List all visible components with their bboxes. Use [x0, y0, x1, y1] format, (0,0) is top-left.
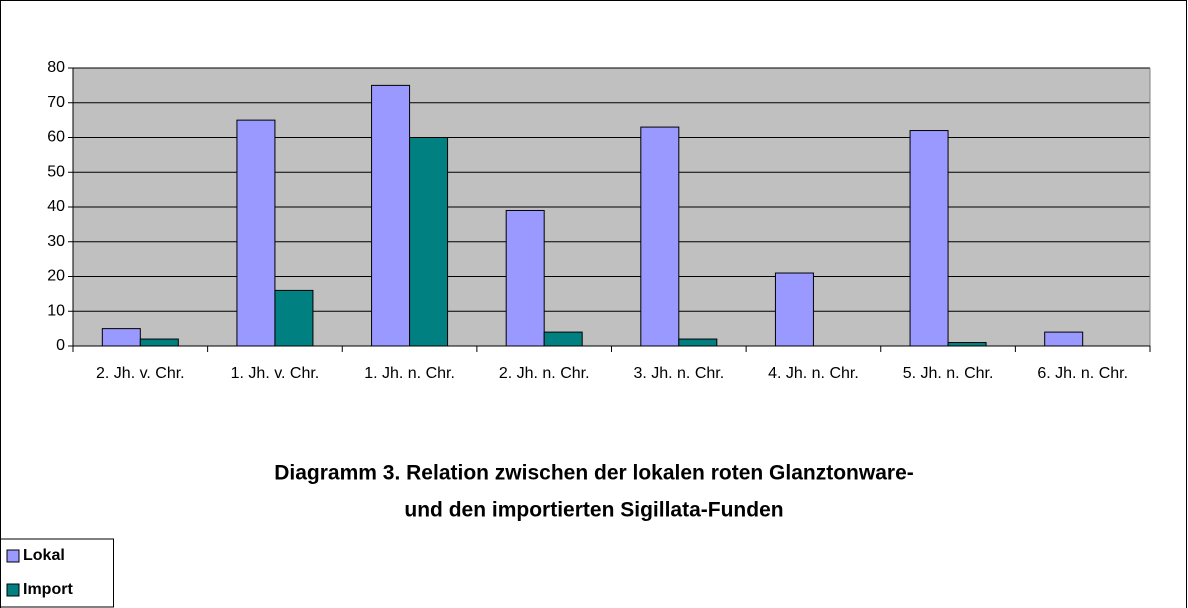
bar — [101, 328, 141, 347]
bar — [640, 126, 680, 347]
legend-swatch — [6, 583, 20, 597]
y-tick-label: 0 — [56, 337, 65, 354]
bar — [947, 342, 987, 347]
x-tick-label: 6. Jh. n. Chr. — [1037, 365, 1128, 382]
bar — [371, 84, 411, 347]
legend-swatch — [6, 549, 20, 563]
y-tick-label: 40 — [47, 198, 65, 215]
chart-title: Diagramm 3. Relation zwischen der lokale… — [274, 462, 914, 485]
legend-label: Import — [23, 581, 73, 598]
x-tick-label: 1. Jh. n. Chr. — [364, 365, 455, 382]
x-tick-label: 5. Jh. n. Chr. — [903, 365, 994, 382]
x-tick-label: 2. Jh. n. Chr. — [499, 365, 590, 382]
x-tick-label: 2. Jh. v. Chr. — [96, 365, 185, 382]
bar — [1044, 331, 1084, 347]
chart-title: und den importierten Sigillata-Funden — [404, 499, 783, 522]
bar — [409, 137, 449, 347]
bar — [274, 289, 314, 347]
x-tick-label: 4. Jh. n. Chr. — [768, 365, 859, 382]
bar — [543, 331, 583, 347]
bar — [678, 338, 718, 347]
y-tick-label: 70 — [47, 94, 65, 111]
y-tick-label: 10 — [47, 302, 65, 319]
bar — [505, 209, 545, 347]
y-tick-label: 30 — [47, 233, 65, 250]
legend-label: Lokal — [23, 547, 65, 564]
y-tick-label: 60 — [47, 129, 65, 146]
y-tick-label: 80 — [47, 59, 65, 76]
bar — [774, 272, 814, 347]
bar — [909, 130, 949, 347]
y-tick-label: 20 — [47, 268, 65, 285]
x-tick-label: 1. Jh. v. Chr. — [231, 365, 320, 382]
y-tick-label: 50 — [47, 163, 65, 180]
bar — [236, 119, 276, 347]
bar — [139, 338, 179, 347]
x-tick-label: 3. Jh. n. Chr. — [633, 365, 724, 382]
